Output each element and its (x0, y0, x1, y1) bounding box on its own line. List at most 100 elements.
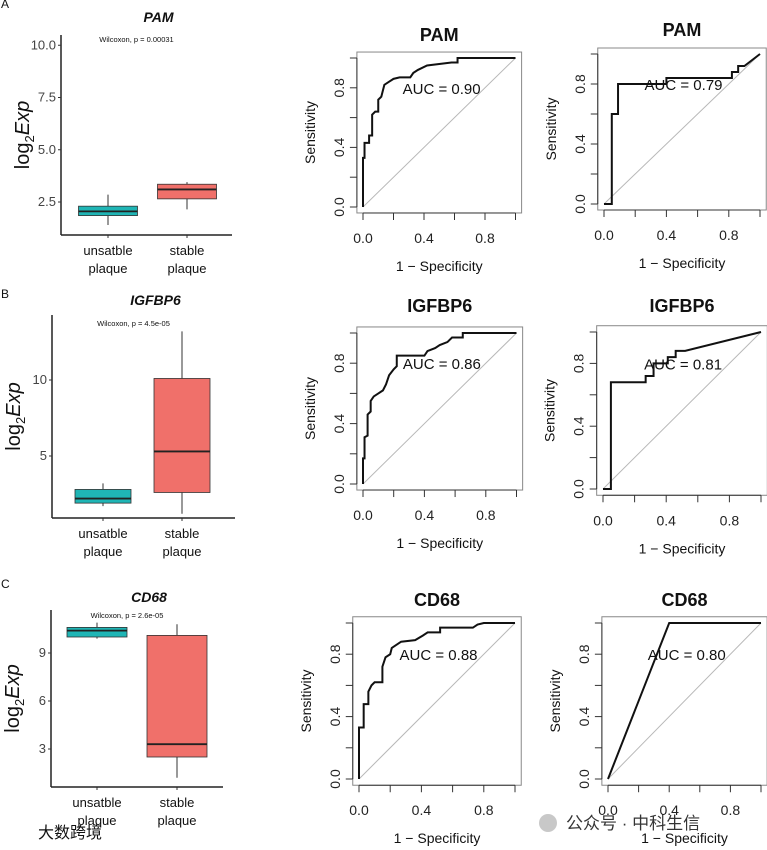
category-label: stable (165, 526, 200, 541)
box-body (74, 489, 132, 504)
y-tick-label: 0.0 (571, 479, 587, 499)
panel-title: IGFBP6 (407, 296, 472, 316)
x-axis-label: 1 − Specificity (639, 255, 726, 271)
box-unstable (66, 622, 128, 639)
x-tick-label: 0.4 (656, 512, 676, 528)
y-label-base: log (3, 424, 25, 451)
y-tick-label: 0.8 (572, 74, 588, 94)
category-label: stable (160, 795, 195, 810)
y-tick-label: 3 (39, 741, 46, 756)
y-tick-label: 5 (40, 448, 47, 463)
x-tick-label: 0.0 (349, 802, 369, 818)
y-tick-label: 0.0 (331, 474, 347, 494)
y-tick-label: 0.4 (331, 414, 347, 434)
x-tick-label: 0.0 (353, 507, 373, 523)
x-axis-label: 1 − Specificity (396, 258, 483, 274)
y-label-subscript: 2 (12, 699, 27, 706)
y-axis-label: log2Exp (3, 382, 28, 450)
x-tick-label: 0.8 (720, 512, 740, 528)
roc-curve (362, 57, 516, 207)
box-unstable (78, 194, 138, 225)
x-tick-label: 0.4 (657, 227, 677, 243)
roc-curve (604, 53, 761, 205)
y-tick-label: 0.4 (572, 134, 588, 154)
category-label: plaque (157, 813, 196, 828)
y-tick-label: 0.4 (576, 707, 592, 727)
category-label: plaque (83, 544, 122, 559)
roc-curve (358, 622, 515, 779)
y-axis-label: Sensitivity (543, 97, 559, 160)
box-unstable (74, 483, 132, 507)
diagonal-reference-line (607, 622, 762, 780)
panel-title: CD68 (661, 590, 707, 610)
x-tick-label: 0.8 (721, 802, 741, 818)
roc-panel: IGFBP6 AUC = 0.86 0.0 0.4 0.8 1 − Specificity… (302, 296, 524, 551)
y-tick-label: 0.4 (571, 416, 587, 436)
auc-label: AUC = 0.79 (645, 77, 723, 94)
box-stable (157, 182, 217, 210)
x-tick-label: 0.0 (593, 512, 613, 528)
panel-title: PAM (663, 20, 702, 40)
y-tick-label: 0.8 (327, 644, 343, 664)
y-tick-label: 0.0 (331, 197, 347, 217)
panel-title: PAM (143, 9, 173, 25)
y-axis-label: Sensitivity (302, 377, 318, 440)
y-tick-label: 0.8 (331, 78, 347, 98)
y-tick-label: 10 (33, 372, 47, 387)
y-tick-label: 0.0 (572, 194, 588, 214)
panel-label: A (1, 0, 9, 11)
box-body (153, 378, 211, 493)
y-tick-label: 0.8 (571, 353, 587, 373)
y-tick-label: 0.8 (331, 353, 347, 373)
auc-label: AUC = 0.90 (403, 81, 481, 98)
panel-label: C (1, 577, 10, 591)
panel-title: IGFBP6 (649, 296, 714, 316)
roc-panel: CD68 AUC = 0.80 0.0 0.4 0.8 1 − Specificity 0.… (547, 590, 767, 846)
auc-label: AUC = 0.81 (644, 356, 722, 373)
category-label: plaque (88, 261, 127, 276)
category-label: stable (170, 243, 205, 258)
y-tick-label: 0.0 (576, 769, 592, 789)
y-axis-label: log2Exp (2, 664, 27, 732)
wilcoxon-annotation: Wilcoxon, p = 2.6e-05 (91, 611, 164, 620)
x-tick-label: 0.0 (353, 230, 373, 246)
boxplot-panel: PAM Wilcoxon, p = 0.00031 log2Exp unsatble p… (12, 9, 232, 276)
y-tick-label: 2.5 (38, 194, 56, 209)
boxplot-panel: CD68 Wilcoxon, p = 2.6e-05 log2Exp unsatble… (2, 589, 223, 828)
category-label: unsatble (83, 243, 132, 258)
y-label-italic: Exp (2, 664, 24, 698)
box-stable (153, 331, 211, 514)
y-axis-label: Sensitivity (298, 669, 314, 732)
x-tick-label: 0.8 (476, 507, 496, 523)
y-label-subscript: 2 (22, 135, 37, 142)
box-body (157, 183, 217, 200)
watermark-right: 公众号 · 中科生信 (566, 814, 700, 833)
auc-label: AUC = 0.88 (400, 647, 478, 664)
panel-title: PAM (420, 25, 459, 45)
y-label-subscript: 2 (13, 417, 28, 424)
y-axis-label: Sensitivity (542, 379, 558, 442)
category-label: plaque (167, 261, 206, 276)
roc-curve (607, 622, 761, 780)
roc-panel: CD68 AUC = 0.88 0.0 0.4 0.8 1 − Specificity 0.… (298, 590, 522, 846)
x-axis-label: 1 − Specificity (639, 540, 726, 556)
x-tick-label: 0.8 (474, 802, 494, 818)
y-label-base: log (2, 706, 24, 733)
y-tick-label: 6 (39, 693, 46, 708)
roc-panel: PAM AUC = 0.90 0.0 0.4 0.8 1 − Specificity 0.0… (302, 25, 523, 274)
watermark-left: 大数跨境 (38, 823, 102, 842)
roc-curve (603, 331, 762, 490)
x-axis-label: 1 − Specificity (394, 830, 481, 846)
panel-title: IGFBP6 (130, 292, 181, 308)
box-body (146, 635, 208, 758)
x-tick-label: 0.4 (415, 507, 435, 523)
x-tick-label: 0.4 (412, 802, 432, 818)
boxplot-panel: IGFBP6 Wilcoxon, p = 4.5e-05 log2Exp unsatb… (3, 292, 235, 559)
auc-label: AUC = 0.80 (648, 647, 726, 664)
y-tick-label: 0.8 (576, 644, 592, 664)
y-tick-label: 0.4 (327, 707, 343, 727)
category-label: unsatble (78, 526, 127, 541)
y-tick-label: 0.0 (327, 769, 343, 789)
category-label: plaque (77, 813, 116, 828)
